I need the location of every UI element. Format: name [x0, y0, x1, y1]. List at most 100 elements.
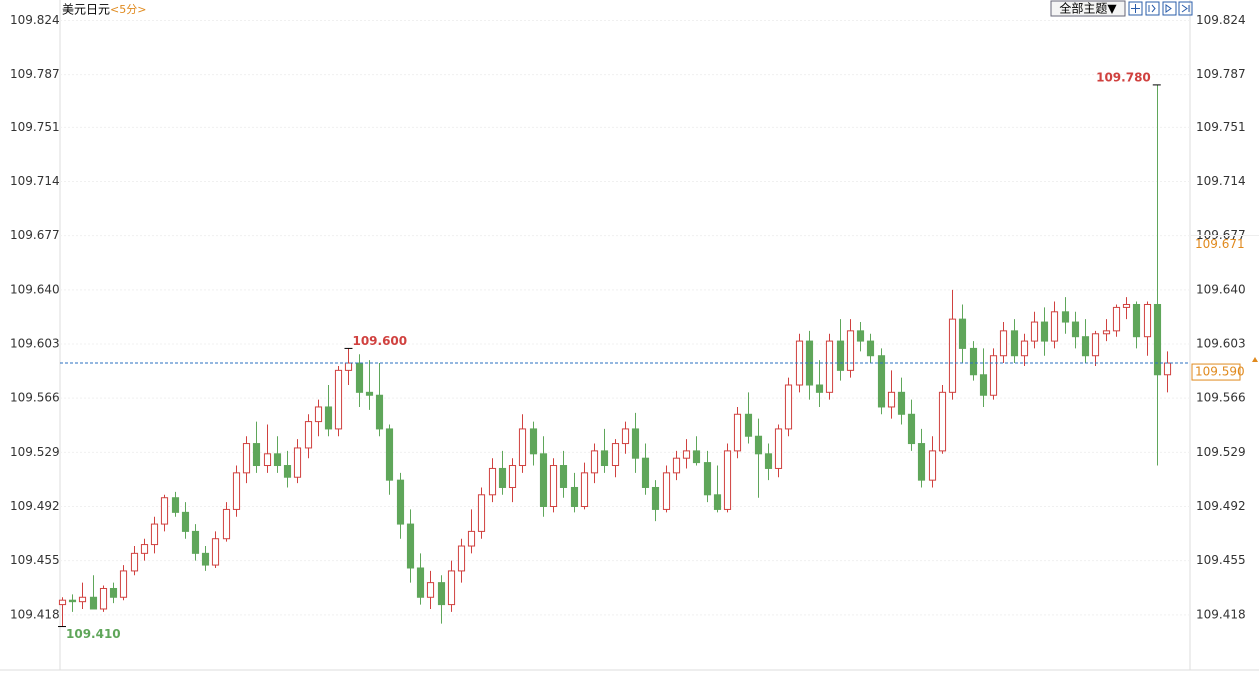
- candle-body: [713, 494, 722, 510]
- candle-body: [355, 362, 364, 393]
- candle-body: [263, 453, 272, 467]
- candle-body: [324, 406, 333, 430]
- y2-tick-label: 109.751: [1196, 120, 1246, 134]
- y2-tick-label: 109.603: [1196, 337, 1246, 351]
- candle-body: [283, 465, 292, 478]
- candle-body: [252, 443, 261, 467]
- candle-body: [979, 374, 988, 396]
- y-tick-label: 109.751: [10, 120, 60, 134]
- y2-tick-label: 109.418: [1196, 607, 1246, 621]
- candle-body: [1122, 303, 1131, 308]
- y-tick-label: 109.677: [10, 228, 60, 242]
- candle-body: [1102, 330, 1111, 335]
- candle-body: [293, 447, 302, 478]
- candle-body: [836, 340, 845, 371]
- candle-body: [416, 567, 425, 598]
- candle-body: [457, 545, 466, 572]
- y-tick-label: 109.529: [10, 445, 60, 459]
- candle-body: [1153, 303, 1162, 376]
- candle-body: [498, 467, 507, 488]
- candle-body: [549, 465, 558, 508]
- y2-tick-label: 109.492: [1196, 499, 1246, 513]
- candle-body: [539, 453, 548, 508]
- candle-body: [825, 340, 834, 393]
- candle-body: [242, 443, 251, 474]
- icon-right[interactable]: [1162, 1, 1177, 16]
- candle-body: [201, 552, 210, 566]
- candle-body: [426, 582, 435, 598]
- candle-body: [887, 391, 896, 408]
- candle-body: [877, 355, 886, 408]
- candle-body: [78, 596, 87, 603]
- candle-body: [109, 587, 118, 598]
- candle-body: [89, 596, 98, 610]
- candle-body: [897, 391, 906, 415]
- candle-body: [815, 384, 824, 393]
- candle-body: [774, 428, 783, 469]
- candle-body: [529, 428, 538, 455]
- candle-body: [692, 450, 701, 464]
- candle-body: [160, 497, 169, 525]
- candle-body: [119, 570, 128, 598]
- candle-body: [232, 472, 241, 510]
- y-tick-label: 109.787: [10, 67, 60, 81]
- candle-body: [1061, 311, 1070, 323]
- candle-body: [672, 457, 681, 474]
- annotation-label: 109.780: [1096, 70, 1151, 84]
- candle-body: [570, 486, 579, 508]
- y2-tick-label: 109.529: [1196, 445, 1246, 459]
- candle-body: [764, 453, 773, 469]
- icon-expand[interactable]: [1128, 1, 1143, 16]
- theme-button-box[interactable]: [1050, 0, 1126, 17]
- candle-body: [1040, 321, 1049, 342]
- last-price-box: [1191, 363, 1241, 381]
- candle-body: [948, 318, 957, 393]
- candle-body: [140, 544, 149, 554]
- candle-body: [447, 570, 456, 606]
- candle-body: [304, 421, 313, 449]
- candle-body: [754, 435, 763, 455]
- candle-body: [477, 494, 486, 532]
- period[interactable]: <5分>: [110, 3, 146, 16]
- theme-button[interactable]: 全部主题▼: [1059, 1, 1117, 16]
- candle-body: [621, 428, 630, 445]
- candle-body: [1050, 311, 1059, 342]
- candle-body: [396, 479, 405, 525]
- candle-body: [1091, 333, 1100, 357]
- candle-body: [211, 538, 220, 566]
- annotation-label: 109.600: [352, 334, 407, 348]
- candle-body: [273, 453, 282, 467]
- candle-body: [600, 450, 609, 467]
- candle-body: [989, 355, 998, 396]
- candle-body: [385, 428, 394, 481]
- y-tick-label: 109.603: [10, 337, 60, 351]
- candle-body: [58, 599, 67, 606]
- candle-body: [733, 413, 742, 452]
- candle-body: [375, 394, 384, 430]
- candle-body: [467, 530, 476, 547]
- candle-body: [406, 523, 415, 569]
- y-tick-label: 109.824: [10, 13, 60, 27]
- candle-body: [559, 465, 568, 488]
- candle-body: [631, 428, 640, 459]
- icon-end[interactable]: [1178, 1, 1193, 16]
- candle-body: [334, 369, 343, 430]
- candle-body: [191, 530, 200, 554]
- icon-left[interactable]: [1145, 1, 1160, 16]
- y2-tick-label: 109.714: [1196, 174, 1246, 188]
- y-tick-label: 109.566: [10, 391, 60, 405]
- candle-body: [222, 508, 231, 540]
- candle-body: [150, 523, 159, 546]
- candle-body: [1112, 306, 1121, 332]
- y2-tick-label: 109.787: [1196, 67, 1246, 81]
- candle-body: [938, 391, 947, 452]
- y-tick-label: 109.492: [10, 499, 60, 513]
- candle-body: [508, 465, 517, 488]
- candle-body: [488, 467, 497, 496]
- toolbar-icons[interactable]: [1128, 1, 1193, 16]
- candle-body: [846, 330, 855, 371]
- candle-body: [1143, 303, 1152, 338]
- candle-body: [590, 450, 599, 474]
- candle-body: [171, 497, 180, 513]
